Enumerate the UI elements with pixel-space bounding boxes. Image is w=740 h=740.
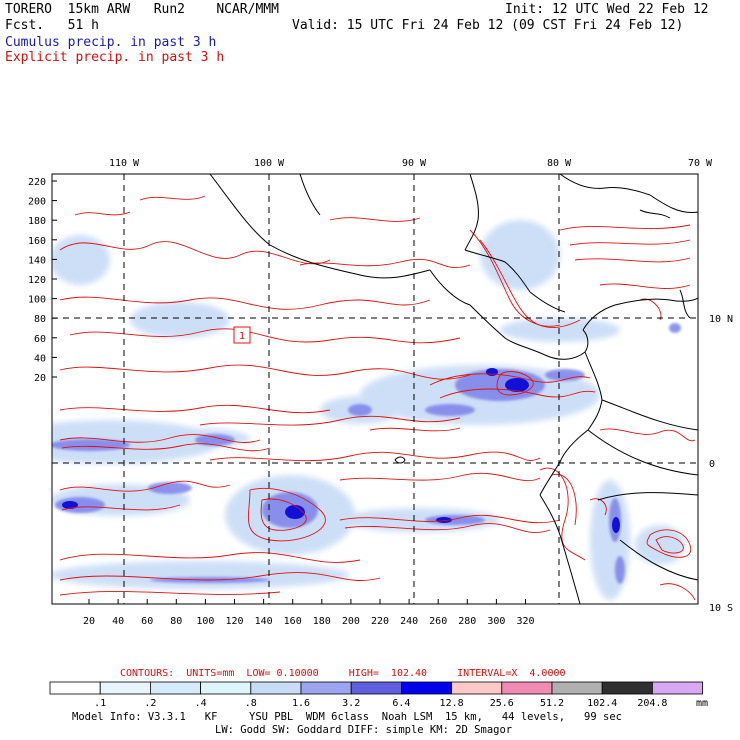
legend-label: 12.8 — [440, 698, 464, 709]
legend-swatch — [300, 681, 352, 695]
legend-label: 6.4 — [392, 698, 410, 709]
legend-label: .2 — [144, 698, 156, 709]
model-title: TORERO 15km ARW Run2 NCAR/MMM — [5, 2, 279, 17]
legend-swatch — [149, 681, 201, 695]
lon-label-70w: 70 W — [688, 158, 713, 169]
init-time: Init: 12 UTC Wed 22 Feb 12 — [505, 2, 709, 17]
x-tick-label: 80 — [170, 616, 182, 627]
legend-label: 204.8 — [637, 698, 667, 709]
y-tick-label: 60 — [34, 334, 46, 345]
y-tick-label: 220 — [28, 177, 46, 188]
legend-swatch — [501, 681, 553, 695]
cumulus-precip-label: Cumulus precip. in past 3 h — [5, 35, 217, 50]
y-tick-label: 80 — [34, 314, 46, 325]
x-tick-label: 120 — [225, 616, 243, 627]
legend-swatch — [49, 681, 101, 695]
legend-label: 3.2 — [342, 698, 360, 709]
legend-label: 102.4 — [587, 698, 617, 709]
x-tick-label: 180 — [313, 616, 331, 627]
legend-swatch — [400, 681, 452, 695]
forecast-hour: Fcst. 51 h — [5, 18, 99, 33]
lon-label-80w: 80 W — [547, 158, 572, 169]
precip-color-legend: .1 .2 .4 .8 1.6 3.2 6.4 12.8 25.6 51.2 102.4 204.8 — [49, 681, 704, 709]
map-frame — [51, 173, 699, 605]
x-tick-label: 260 — [429, 616, 447, 627]
legend-label: .4 — [195, 698, 207, 709]
legend-swatch — [250, 681, 302, 695]
precip-field — [52, 174, 698, 604]
x-tick-label: 40 — [112, 616, 124, 627]
legend-label: 1.6 — [292, 698, 310, 709]
x-tick-label: 280 — [458, 616, 476, 627]
x-tick-label: 220 — [371, 616, 389, 627]
explicit-precip-label: Explicit precip. in past 3 h — [5, 50, 225, 65]
legend-swatch — [350, 681, 402, 695]
x-tick-label: 160 — [284, 616, 302, 627]
x-axis-ticks: 20 40 60 80 100 120 140 160 180 200 220 240 260 280 30… — [83, 599, 535, 627]
y-tick-label: 140 — [28, 255, 46, 266]
legend-swatch — [601, 681, 653, 695]
lon-label-110w: 110 W — [109, 158, 140, 169]
lat-label-10n: 10 N — [709, 314, 733, 325]
x-tick-label: 60 — [141, 616, 153, 627]
y-tick-label: 100 — [28, 295, 46, 306]
x-tick-label: 200 — [342, 616, 360, 627]
contour-info: CONTOURS: UNITS=mm LOW= 0.10000 HIGH= 10… — [120, 668, 566, 679]
physics-info: LW: Godd SW: Goddard DIFF: simple KM: 2D… — [215, 724, 513, 736]
y-tick-label: 40 — [34, 353, 46, 364]
y-tick-label: 200 — [28, 197, 46, 208]
lon-label-90w: 90 W — [402, 158, 427, 169]
model-info: Model Info: V3.3.1 KF YSU PBL WDM 6class… — [72, 711, 622, 723]
y-tick-label: 120 — [28, 275, 46, 286]
x-tick-label: 100 — [196, 616, 214, 627]
lat-label-10s: 10 S — [709, 603, 733, 614]
legend-label: .1 — [94, 698, 106, 709]
legend-swatch — [451, 681, 503, 695]
legend-label: 25.6 — [490, 698, 514, 709]
contour-value-box: 1 — [239, 331, 245, 342]
legend-swatch — [99, 681, 151, 695]
y-tick-label: 20 — [34, 373, 46, 384]
x-tick-label: 300 — [487, 616, 505, 627]
legend-swatch — [200, 681, 252, 695]
y-axis-ticks: 220 200 180 160 140 120 100 80 60 40 20 — [28, 177, 57, 384]
lon-label-100w: 100 W — [254, 158, 285, 169]
valid-time: Valid: 15 UTC Fri 24 Feb 12 (09 CST Fri … — [292, 18, 684, 33]
legend-label: 51.2 — [540, 698, 564, 709]
legend-unit: mm — [696, 698, 708, 709]
lat-label-0: 0 — [709, 459, 715, 470]
y-tick-label: 160 — [28, 236, 46, 247]
x-tick-label: 320 — [516, 616, 534, 627]
legend-swatch — [652, 681, 704, 695]
y-tick-label: 180 — [28, 216, 46, 227]
x-tick-label: 20 — [83, 616, 95, 627]
legend-swatch — [551, 681, 603, 695]
legend-label: .8 — [245, 698, 257, 709]
x-tick-label: 240 — [400, 616, 418, 627]
x-tick-label: 140 — [255, 616, 273, 627]
